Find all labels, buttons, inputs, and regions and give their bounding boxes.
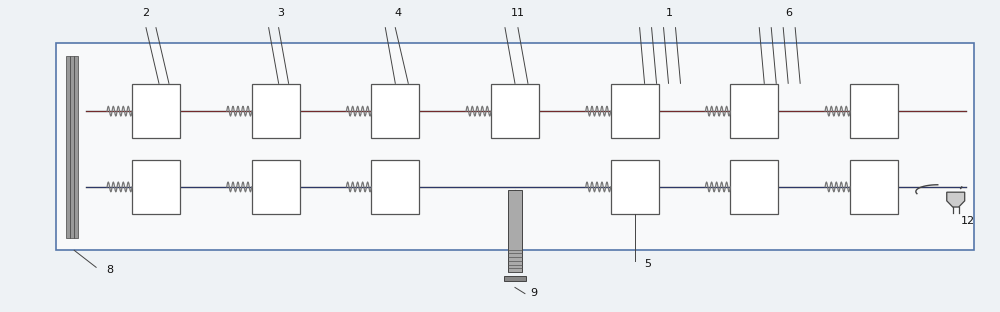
Text: 9: 9: [530, 288, 537, 298]
Bar: [252, 84, 300, 138]
Bar: [56, 43, 974, 250]
Bar: [504, 276, 526, 281]
Text: 6: 6: [786, 8, 793, 18]
Bar: [730, 160, 778, 214]
Text: 2: 2: [142, 8, 150, 18]
Bar: [491, 84, 539, 138]
Text: 1: 1: [666, 8, 673, 18]
Bar: [371, 160, 419, 214]
Bar: [850, 160, 898, 214]
Bar: [611, 160, 659, 214]
Text: 5: 5: [645, 259, 652, 269]
Bar: [132, 84, 180, 138]
Bar: [252, 160, 300, 214]
Text: 3: 3: [277, 8, 284, 18]
Bar: [66, 56, 70, 238]
Bar: [70, 56, 74, 238]
Bar: [850, 84, 898, 138]
Bar: [371, 84, 419, 138]
Text: 12: 12: [961, 216, 975, 226]
Text: 4: 4: [395, 8, 402, 18]
Polygon shape: [947, 192, 965, 207]
Text: 8: 8: [106, 265, 113, 275]
Text: 11: 11: [511, 8, 525, 18]
Bar: [508, 190, 522, 272]
Bar: [74, 56, 78, 238]
Bar: [132, 160, 180, 214]
Bar: [730, 84, 778, 138]
Bar: [611, 84, 659, 138]
